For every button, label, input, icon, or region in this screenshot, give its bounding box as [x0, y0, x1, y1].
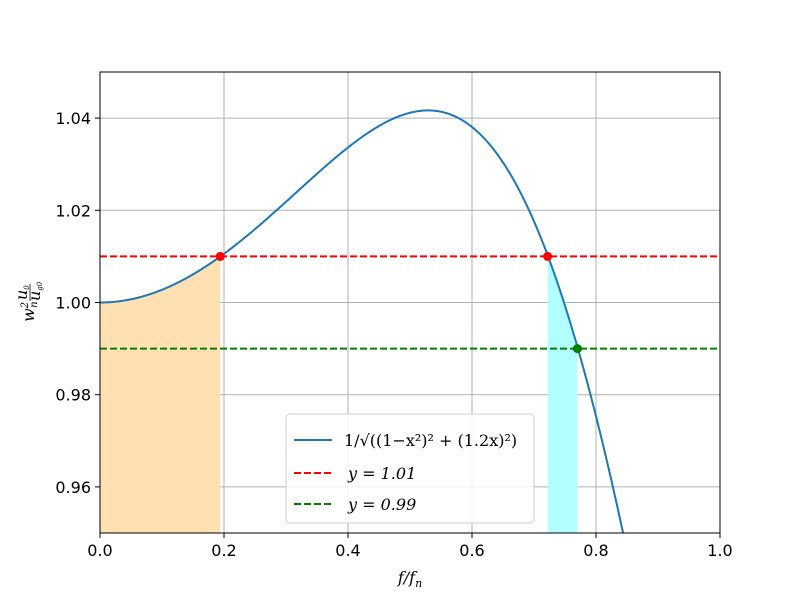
intersection-point	[215, 251, 225, 261]
legend-green-label: y = 0.99	[347, 495, 416, 514]
intersection-point	[543, 251, 553, 261]
x-tick-label: 0.8	[583, 541, 608, 560]
x-tick-label: 0.2	[211, 541, 236, 560]
svg-text:ug0: ug0	[25, 281, 44, 301]
y-axis-label: w2n u0 ug0	[12, 281, 44, 322]
x-tick-label: 0.4	[335, 541, 360, 560]
marked-points	[215, 251, 582, 354]
y-tick-label: 0.98	[55, 386, 91, 405]
intersection-point	[572, 344, 582, 354]
shaded-region	[100, 256, 221, 533]
response-curve	[100, 109, 625, 533]
legend-frame	[285, 413, 535, 524]
y-tick-label: 1.04	[55, 109, 91, 128]
y-tick-label: 0.96	[55, 478, 91, 497]
curve-layer	[100, 109, 625, 533]
y-axis-ticks: 0.96 0.98 1.00 1.02 1.04	[55, 109, 100, 497]
x-tick-label: 1.0	[707, 541, 732, 560]
x-tick-label: 0.6	[459, 541, 484, 560]
legend: 1/√((1−x²)² + (1.2x)²) y = 1.01 y = 0.99	[285, 413, 535, 524]
legend-curve-label: 1/√((1−x²)² + (1.2x)²)	[344, 431, 517, 450]
threshold-lines	[100, 255, 720, 350]
legend-red-label: y = 1.01	[347, 464, 416, 483]
y-tick-label: 1.00	[55, 294, 91, 313]
x-axis-label: f/fn	[397, 568, 422, 590]
svg-text:w2n: w2n	[19, 301, 40, 322]
y-tick-label: 1.02	[55, 201, 91, 220]
x-axis-ticks: 0.0 0.2 0.4 0.6 0.8 1.0	[87, 533, 733, 560]
x-tick-label: 0.0	[87, 541, 112, 560]
